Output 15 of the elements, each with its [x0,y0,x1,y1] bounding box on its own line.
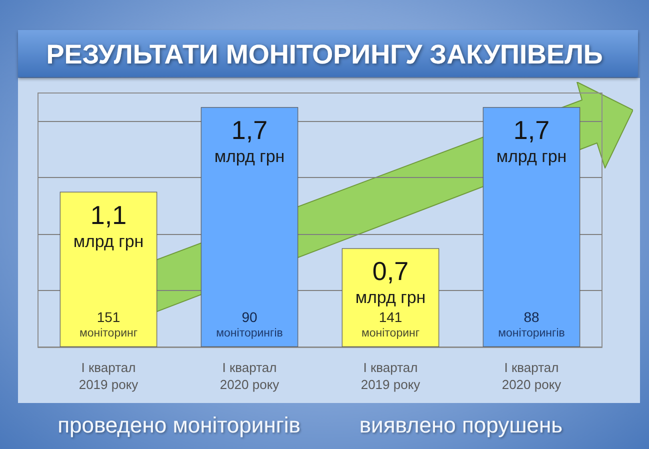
x-tick-label: I квартал 2019 року [78,360,139,392]
annotation: 151 моніторинг [79,309,138,340]
text: виявлено порушень [359,412,563,438]
chart-title: РЕЗУЛЬТАТИ МОНІТОРИНГУ ЗАКУПІВЕЛЬ [46,40,603,70]
annotation: 141 моніторинг [361,309,420,340]
x-tick-label: I квартал 2020 року [502,360,562,392]
data-label: 0,7 млрд грн [355,256,426,308]
x-tick-label: I квартал 2019 року [360,360,421,392]
x-tick-label: I квартал 2020 року [220,360,280,392]
annotation: 88 моніторингів [498,309,565,340]
data-label: 1,1 млрд грн [73,200,144,251]
data-label: 1,7 млрд грн [214,115,285,166]
annotation: 90 моніторингів [216,309,283,340]
text: проведено моніторингів [58,412,300,438]
data-label: 1,7 млрд грн [496,115,567,166]
